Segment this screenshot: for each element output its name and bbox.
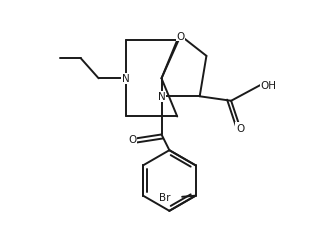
Text: O: O bbox=[128, 134, 136, 144]
Text: N: N bbox=[158, 92, 165, 102]
Text: Br: Br bbox=[159, 192, 171, 202]
Text: O: O bbox=[177, 32, 185, 41]
Text: OH: OH bbox=[260, 81, 276, 91]
Text: O: O bbox=[236, 123, 244, 133]
Text: N: N bbox=[122, 74, 129, 84]
